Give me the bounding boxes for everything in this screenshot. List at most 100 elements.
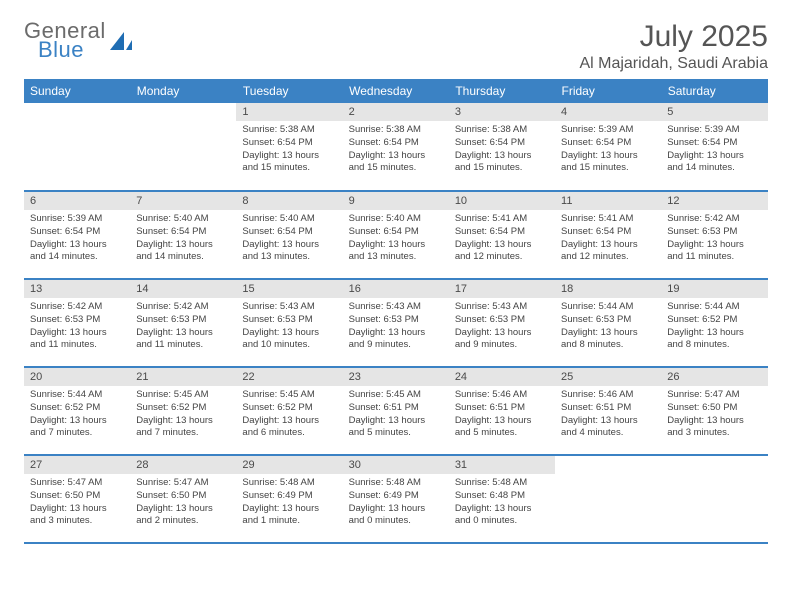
daylight-text: Daylight: 13 hours and 8 minutes.: [667, 327, 761, 353]
calendar-page: General Blue July 2025 Al Majaridah, Sau…: [0, 0, 792, 564]
calendar-day-cell: 15Sunrise: 5:43 AMSunset: 6:53 PMDayligh…: [236, 279, 342, 367]
sunrise-text: Sunrise: 5:40 AM: [136, 213, 230, 226]
calendar-day-cell: 21Sunrise: 5:45 AMSunset: 6:52 PMDayligh…: [130, 367, 236, 455]
daylight-text: Daylight: 13 hours and 14 minutes.: [667, 150, 761, 176]
sunset-text: Sunset: 6:54 PM: [136, 226, 230, 239]
day-details: Sunrise: 5:42 AMSunset: 6:53 PMDaylight:…: [661, 210, 767, 267]
daylight-text: Daylight: 13 hours and 7 minutes.: [136, 415, 230, 441]
day-number: 30: [343, 456, 449, 474]
day-number: 31: [449, 456, 555, 474]
brand-word-blue: Blue: [24, 39, 106, 61]
calendar-week-row: 6Sunrise: 5:39 AMSunset: 6:54 PMDaylight…: [24, 191, 768, 279]
title-box: July 2025 Al Majaridah, Saudi Arabia: [579, 20, 768, 73]
sunset-text: Sunset: 6:53 PM: [455, 314, 549, 327]
daylight-text: Daylight: 13 hours and 13 minutes.: [349, 239, 443, 265]
daylight-text: Daylight: 13 hours and 0 minutes.: [455, 503, 549, 529]
sunrise-text: Sunrise: 5:38 AM: [455, 124, 549, 137]
day-number: [130, 103, 236, 109]
page-header: General Blue July 2025 Al Majaridah, Sau…: [24, 20, 768, 73]
calendar-day-cell: 16Sunrise: 5:43 AMSunset: 6:53 PMDayligh…: [343, 279, 449, 367]
sunset-text: Sunset: 6:54 PM: [349, 137, 443, 150]
daylight-text: Daylight: 13 hours and 9 minutes.: [349, 327, 443, 353]
day-details: Sunrise: 5:44 AMSunset: 6:53 PMDaylight:…: [555, 298, 661, 355]
sunrise-text: Sunrise: 5:46 AM: [455, 389, 549, 402]
sunset-text: Sunset: 6:50 PM: [30, 490, 124, 503]
day-number: 5: [661, 103, 767, 121]
sunrise-text: Sunrise: 5:38 AM: [242, 124, 336, 137]
day-header: Tuesday: [236, 79, 342, 103]
sunrise-text: Sunrise: 5:48 AM: [349, 477, 443, 490]
daylight-text: Daylight: 13 hours and 12 minutes.: [561, 239, 655, 265]
day-number: 26: [661, 368, 767, 386]
daylight-text: Daylight: 13 hours and 13 minutes.: [242, 239, 336, 265]
day-number: 9: [343, 192, 449, 210]
day-number: 13: [24, 280, 130, 298]
calendar-day-cell: 14Sunrise: 5:42 AMSunset: 6:53 PMDayligh…: [130, 279, 236, 367]
sunrise-text: Sunrise: 5:40 AM: [242, 213, 336, 226]
day-details: Sunrise: 5:46 AMSunset: 6:51 PMDaylight:…: [555, 386, 661, 443]
day-number: 29: [236, 456, 342, 474]
sunrise-text: Sunrise: 5:47 AM: [136, 477, 230, 490]
sunrise-text: Sunrise: 5:45 AM: [349, 389, 443, 402]
day-number: 4: [555, 103, 661, 121]
day-header: Friday: [555, 79, 661, 103]
sunset-text: Sunset: 6:51 PM: [561, 402, 655, 415]
sunrise-text: Sunrise: 5:42 AM: [30, 301, 124, 314]
day-number: 28: [130, 456, 236, 474]
day-details: Sunrise: 5:43 AMSunset: 6:53 PMDaylight:…: [343, 298, 449, 355]
calendar-day-cell: 10Sunrise: 5:41 AMSunset: 6:54 PMDayligh…: [449, 191, 555, 279]
daylight-text: Daylight: 13 hours and 14 minutes.: [30, 239, 124, 265]
calendar-day-cell: 12Sunrise: 5:42 AMSunset: 6:53 PMDayligh…: [661, 191, 767, 279]
day-details: Sunrise: 5:40 AMSunset: 6:54 PMDaylight:…: [130, 210, 236, 267]
calendar-day-cell: 30Sunrise: 5:48 AMSunset: 6:49 PMDayligh…: [343, 455, 449, 543]
sunset-text: Sunset: 6:54 PM: [561, 137, 655, 150]
calendar-day-cell: 20Sunrise: 5:44 AMSunset: 6:52 PMDayligh…: [24, 367, 130, 455]
day-header: Thursday: [449, 79, 555, 103]
sunset-text: Sunset: 6:52 PM: [242, 402, 336, 415]
daylight-text: Daylight: 13 hours and 8 minutes.: [561, 327, 655, 353]
daylight-text: Daylight: 13 hours and 11 minutes.: [136, 327, 230, 353]
day-details: Sunrise: 5:39 AMSunset: 6:54 PMDaylight:…: [555, 121, 661, 178]
calendar-day-cell: 24Sunrise: 5:46 AMSunset: 6:51 PMDayligh…: [449, 367, 555, 455]
sunset-text: Sunset: 6:49 PM: [242, 490, 336, 503]
day-number: 10: [449, 192, 555, 210]
daylight-text: Daylight: 13 hours and 15 minutes.: [455, 150, 549, 176]
day-header: Monday: [130, 79, 236, 103]
day-details: Sunrise: 5:45 AMSunset: 6:52 PMDaylight:…: [236, 386, 342, 443]
calendar-week-row: 13Sunrise: 5:42 AMSunset: 6:53 PMDayligh…: [24, 279, 768, 367]
day-details: Sunrise: 5:47 AMSunset: 6:50 PMDaylight:…: [130, 474, 236, 531]
sunset-text: Sunset: 6:52 PM: [30, 402, 124, 415]
day-number: 18: [555, 280, 661, 298]
day-details: Sunrise: 5:47 AMSunset: 6:50 PMDaylight:…: [24, 474, 130, 531]
day-details: Sunrise: 5:40 AMSunset: 6:54 PMDaylight:…: [343, 210, 449, 267]
day-number: 2: [343, 103, 449, 121]
daylight-text: Daylight: 13 hours and 15 minutes.: [349, 150, 443, 176]
day-details: Sunrise: 5:41 AMSunset: 6:54 PMDaylight:…: [449, 210, 555, 267]
sunset-text: Sunset: 6:54 PM: [30, 226, 124, 239]
daylight-text: Daylight: 13 hours and 11 minutes.: [30, 327, 124, 353]
sunrise-text: Sunrise: 5:41 AM: [455, 213, 549, 226]
calendar-week-row: 27Sunrise: 5:47 AMSunset: 6:50 PMDayligh…: [24, 455, 768, 543]
day-header: Saturday: [661, 79, 767, 103]
sunrise-text: Sunrise: 5:45 AM: [242, 389, 336, 402]
day-details: Sunrise: 5:47 AMSunset: 6:50 PMDaylight:…: [661, 386, 767, 443]
sunset-text: Sunset: 6:51 PM: [349, 402, 443, 415]
calendar-table: Sunday Monday Tuesday Wednesday Thursday…: [24, 79, 768, 544]
calendar-week-row: 20Sunrise: 5:44 AMSunset: 6:52 PMDayligh…: [24, 367, 768, 455]
calendar-day-cell: 5Sunrise: 5:39 AMSunset: 6:54 PMDaylight…: [661, 103, 767, 191]
day-number: 6: [24, 192, 130, 210]
day-number: 19: [661, 280, 767, 298]
sunrise-text: Sunrise: 5:43 AM: [455, 301, 549, 314]
calendar-day-cell: 26Sunrise: 5:47 AMSunset: 6:50 PMDayligh…: [661, 367, 767, 455]
day-details: Sunrise: 5:48 AMSunset: 6:49 PMDaylight:…: [343, 474, 449, 531]
day-number: 23: [343, 368, 449, 386]
sunrise-text: Sunrise: 5:48 AM: [242, 477, 336, 490]
daylight-text: Daylight: 13 hours and 10 minutes.: [242, 327, 336, 353]
sunset-text: Sunset: 6:53 PM: [136, 314, 230, 327]
calendar-day-cell: [130, 103, 236, 191]
daylight-text: Daylight: 13 hours and 2 minutes.: [136, 503, 230, 529]
calendar-day-cell: 4Sunrise: 5:39 AMSunset: 6:54 PMDaylight…: [555, 103, 661, 191]
calendar-day-cell: 2Sunrise: 5:38 AMSunset: 6:54 PMDaylight…: [343, 103, 449, 191]
sunset-text: Sunset: 6:52 PM: [667, 314, 761, 327]
day-number: 20: [24, 368, 130, 386]
